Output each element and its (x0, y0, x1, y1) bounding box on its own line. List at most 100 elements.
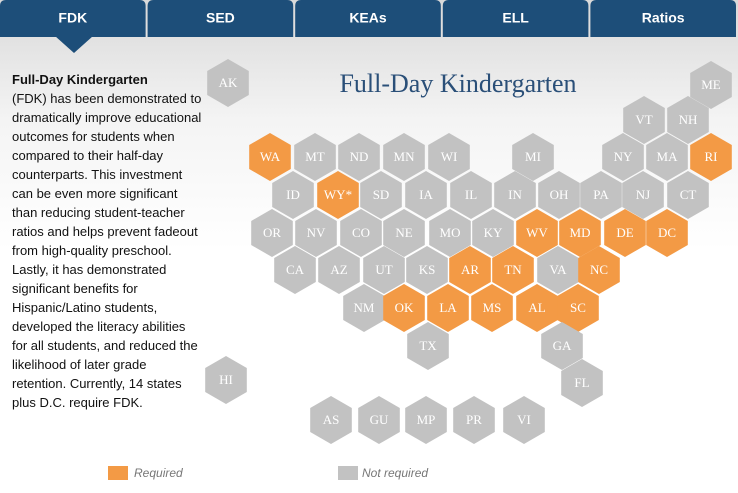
state-hex[interactable] (427, 284, 469, 332)
state-label[interactable]: CA (286, 262, 305, 277)
state-hex[interactable] (537, 246, 579, 294)
state-label[interactable]: WA (260, 149, 281, 164)
state-hex[interactable] (538, 171, 580, 219)
state-label[interactable]: KS (419, 262, 436, 277)
state-label[interactable]: GU (370, 412, 389, 427)
state-label[interactable]: NJ (636, 187, 650, 202)
state-hex[interactable] (310, 396, 352, 444)
state-label[interactable]: ND (350, 149, 369, 164)
state-hex[interactable] (646, 133, 688, 181)
tab-label[interactable]: Ratios (642, 10, 685, 26)
tab[interactable] (0, 0, 146, 37)
state-label[interactable]: LA (439, 300, 457, 315)
tab-label[interactable]: ELL (502, 10, 529, 26)
state-label[interactable]: AK (219, 75, 238, 90)
state-hex[interactable] (428, 133, 470, 181)
state-label[interactable]: VA (549, 262, 567, 277)
state-hex[interactable] (516, 284, 558, 332)
state-hex[interactable] (317, 171, 359, 219)
state-label[interactable]: VT (635, 112, 652, 127)
state-hex[interactable] (561, 359, 603, 407)
state-hex[interactable] (272, 171, 314, 219)
state-hex[interactable] (383, 209, 425, 257)
state-hex[interactable] (449, 246, 491, 294)
state-hex[interactable] (405, 396, 447, 444)
state-label[interactable]: NH (679, 112, 698, 127)
state-hex[interactable] (343, 284, 385, 332)
state-label[interactable]: AL (528, 300, 545, 315)
tab-label[interactable]: FDK (58, 10, 87, 26)
state-hex[interactable] (360, 171, 402, 219)
state-hex[interactable] (295, 209, 337, 257)
state-label[interactable]: MN (394, 149, 416, 164)
state-hex[interactable] (251, 209, 293, 257)
state-label[interactable]: IN (508, 187, 522, 202)
state-label[interactable]: WV (526, 225, 548, 240)
state-hex[interactable] (667, 171, 709, 219)
state-hex[interactable] (406, 246, 448, 294)
state-hex[interactable] (207, 59, 249, 107)
state-hex[interactable] (318, 246, 360, 294)
state-label[interactable]: DC (658, 225, 676, 240)
state-label[interactable]: HI (219, 372, 233, 387)
state-hex[interactable] (623, 96, 665, 144)
state-hex[interactable] (274, 246, 316, 294)
state-label[interactable]: SD (373, 187, 390, 202)
state-hex[interactable] (338, 133, 380, 181)
state-hex[interactable] (516, 209, 558, 257)
state-hex[interactable] (363, 246, 405, 294)
state-hex[interactable] (205, 356, 247, 404)
state-hex[interactable] (622, 171, 664, 219)
state-label[interactable]: KY (484, 225, 503, 240)
state-hex[interactable] (450, 171, 492, 219)
state-label[interactable]: AZ (330, 262, 347, 277)
state-label[interactable]: RI (705, 149, 718, 164)
state-label[interactable]: NY (614, 149, 633, 164)
state-label[interactable]: DE (616, 225, 633, 240)
tab[interactable] (295, 0, 441, 37)
state-label[interactable]: AS (323, 412, 340, 427)
state-hex[interactable] (407, 322, 449, 370)
state-label[interactable]: CO (352, 225, 370, 240)
state-label[interactable]: MI (525, 149, 541, 164)
state-label[interactable]: CT (680, 187, 697, 202)
state-label[interactable]: MS (483, 300, 502, 315)
state-label[interactable]: TN (504, 262, 522, 277)
state-label[interactable]: UT (375, 262, 392, 277)
state-label[interactable]: MT (305, 149, 325, 164)
state-label[interactable]: FL (574, 375, 589, 390)
state-hex[interactable] (602, 133, 644, 181)
state-hex[interactable] (512, 133, 554, 181)
state-hex[interactable] (580, 171, 622, 219)
state-label[interactable]: GA (553, 338, 572, 353)
state-label[interactable]: MA (657, 149, 679, 164)
state-label[interactable]: NV (307, 225, 326, 240)
state-label[interactable]: MO (440, 225, 461, 240)
state-label[interactable]: NE (395, 225, 412, 240)
tab[interactable] (442, 0, 589, 37)
state-hex[interactable] (358, 396, 400, 444)
state-hex[interactable] (453, 396, 495, 444)
state-hex[interactable] (249, 133, 291, 181)
state-label[interactable]: IL (465, 187, 477, 202)
state-label[interactable]: WI (441, 149, 458, 164)
state-label[interactable]: ID (286, 187, 300, 202)
tab[interactable] (590, 0, 736, 37)
state-label[interactable]: AR (461, 262, 479, 277)
state-label[interactable]: MP (417, 412, 436, 427)
state-label[interactable]: SC (570, 300, 586, 315)
tab-label[interactable]: KEAs (349, 10, 387, 26)
state-hex[interactable] (294, 133, 336, 181)
state-hex[interactable] (340, 209, 382, 257)
state-hex[interactable] (646, 209, 688, 257)
state-hex[interactable] (472, 209, 514, 257)
state-hex[interactable] (503, 396, 545, 444)
state-label[interactable]: PA (593, 187, 609, 202)
state-label[interactable]: TX (419, 338, 437, 353)
state-label[interactable]: WY* (324, 187, 352, 202)
state-label[interactable]: OR (263, 225, 281, 240)
state-hex[interactable] (690, 133, 732, 181)
state-hex[interactable] (578, 246, 620, 294)
state-label[interactable]: ME (701, 77, 721, 92)
state-hex[interactable] (559, 209, 601, 257)
